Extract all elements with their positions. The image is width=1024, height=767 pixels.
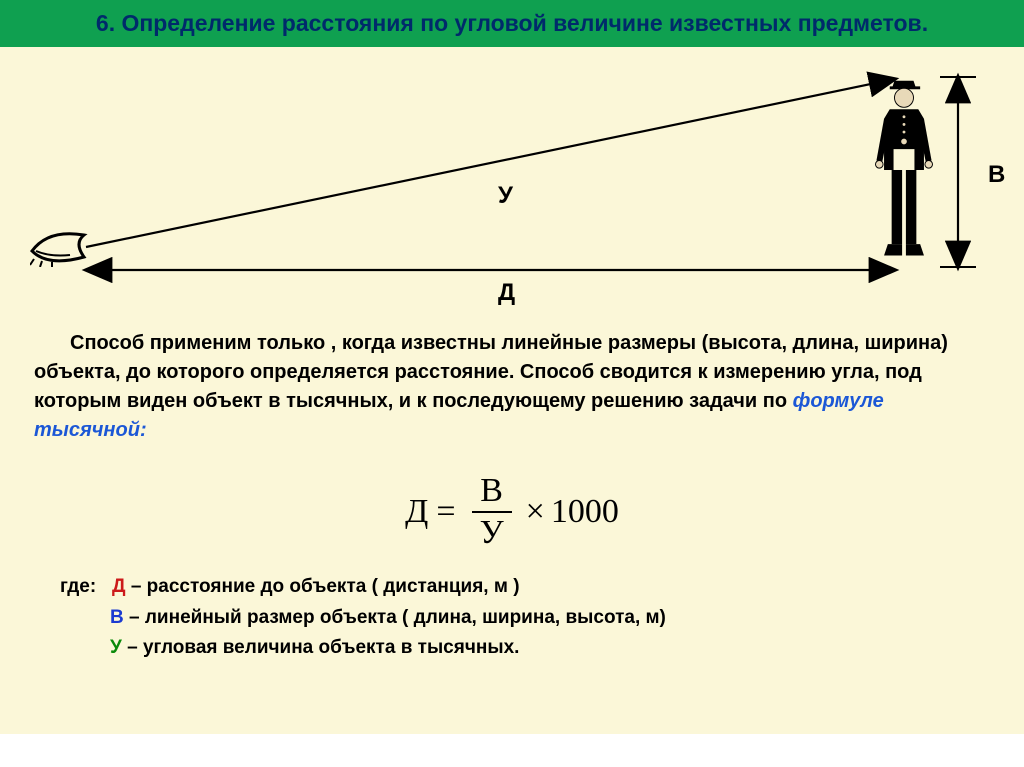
formula-eq: = [436,493,455,531]
description-paragraph: Способ применим только , когда известны … [0,317,1024,445]
legend-symbol-y: У [110,637,122,658]
line-angle-y [86,79,895,247]
label-y: У [498,182,513,210]
slide-content: У Д В Способ применим только , когда изв… [0,47,1024,734]
formula-lhs: Д [405,493,428,531]
eye-icon [30,227,90,267]
legend-where: где: [60,576,96,597]
slide-header: 6. Определение расстояния по угловой вел… [0,0,1024,47]
formula-constant: 1000 [551,493,619,531]
legend-desc-d: – расстояние до объекта ( дистанция, м ) [126,576,520,597]
legend: где: Д – расстояние до объекта ( дистанц… [0,564,1024,663]
legend-symbol-d: Д [112,576,126,597]
legend-line-y: У – угловая величина объекта в тысячных. [60,633,990,663]
legend-line-d: где: Д – расстояние до объекта ( дистанц… [60,572,990,602]
slide-title: 6. Определение расстояния по угловой вел… [12,8,1012,39]
formula-numerator: В [472,473,511,511]
diagram: У Д В [0,57,1024,317]
formula-fraction: В У [472,473,512,550]
formula-denominator: У [472,513,512,551]
legend-desc-b: – линейный размер объекта ( длина, ширин… [124,607,666,628]
label-d: Д [498,279,515,307]
formula-times: × [526,493,545,531]
legend-symbol-b: В [110,607,124,628]
legend-line-b: В – линейный размер объекта ( длина, шир… [60,603,990,633]
legend-desc-y: – угловая величина объекта в тысячных. [122,637,520,658]
formula: Д = В У × 1000 [0,473,1024,550]
soldier-icon [869,75,939,265]
label-b: В [988,161,1005,189]
